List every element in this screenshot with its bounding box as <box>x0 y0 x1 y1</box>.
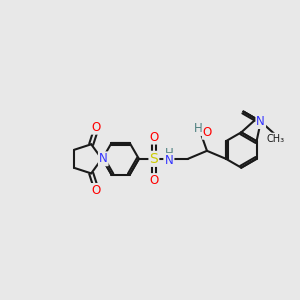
Text: S: S <box>149 152 158 166</box>
Text: O: O <box>91 184 100 197</box>
Text: H: H <box>194 122 202 135</box>
Text: H: H <box>164 147 173 160</box>
Text: O: O <box>149 130 158 144</box>
Text: O: O <box>149 174 158 187</box>
Text: N: N <box>99 152 108 165</box>
Text: N: N <box>256 115 265 128</box>
Text: O: O <box>203 126 212 139</box>
Text: N: N <box>164 154 173 167</box>
Text: CH₃: CH₃ <box>267 134 285 143</box>
Text: O: O <box>91 121 100 134</box>
